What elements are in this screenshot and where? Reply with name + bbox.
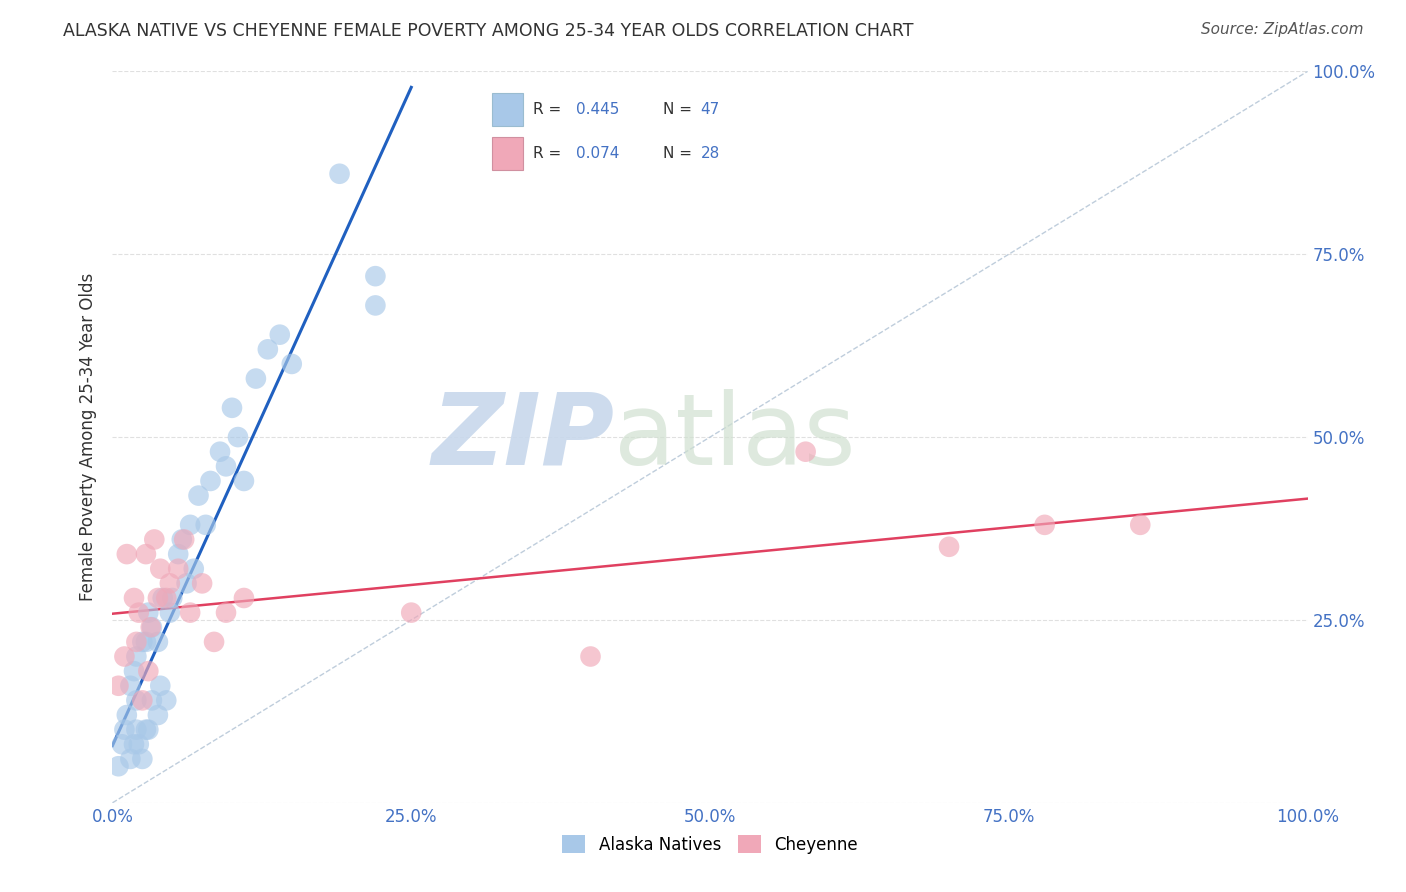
- Point: [1129, 517, 1152, 532]
- Point: [329, 167, 352, 181]
- Point: [125, 649, 148, 664]
- Point: [364, 269, 387, 284]
- Point: [173, 533, 195, 547]
- Point: [191, 576, 214, 591]
- Point: [176, 576, 198, 591]
- Point: [187, 489, 209, 503]
- Point: [146, 708, 169, 723]
- Point: [281, 357, 304, 371]
- Point: [215, 606, 238, 620]
- Point: [401, 606, 423, 620]
- Point: [138, 606, 160, 620]
- Point: [141, 693, 163, 707]
- Point: [107, 759, 129, 773]
- Point: [170, 533, 193, 547]
- Point: [200, 474, 222, 488]
- Point: [131, 752, 153, 766]
- Point: [209, 444, 232, 458]
- Point: [257, 343, 280, 357]
- Point: [226, 430, 249, 444]
- Point: [139, 620, 162, 634]
- Point: [138, 664, 160, 678]
- Point: [138, 723, 160, 737]
- Y-axis label: Female Poverty Among 25-34 Year Olds: Female Poverty Among 25-34 Year Olds: [79, 273, 97, 601]
- Point: [146, 591, 169, 605]
- Point: [162, 591, 183, 605]
- Text: ZIP: ZIP: [432, 389, 614, 485]
- Point: [146, 635, 169, 649]
- Point: [155, 591, 177, 605]
- Point: [364, 298, 387, 312]
- Point: [114, 723, 135, 737]
- Point: [794, 444, 817, 458]
- Point: [111, 737, 134, 751]
- Point: [128, 737, 150, 751]
- Point: [128, 606, 150, 620]
- Point: [120, 679, 142, 693]
- Point: [179, 606, 201, 620]
- Point: [215, 459, 238, 474]
- Point: [122, 664, 145, 678]
- Point: [149, 562, 172, 576]
- Point: [155, 693, 177, 707]
- Point: [114, 649, 135, 664]
- Point: [141, 620, 163, 634]
- Point: [135, 723, 157, 737]
- Point: [115, 547, 138, 561]
- Point: [167, 547, 190, 561]
- Point: [115, 708, 138, 723]
- Point: [131, 635, 153, 649]
- Point: [135, 547, 157, 561]
- Point: [125, 635, 148, 649]
- Point: [167, 562, 190, 576]
- Point: [221, 401, 243, 415]
- Point: [269, 327, 291, 342]
- Text: ALASKA NATIVE VS CHEYENNE FEMALE POVERTY AMONG 25-34 YEAR OLDS CORRELATION CHART: ALASKA NATIVE VS CHEYENNE FEMALE POVERTY…: [63, 22, 914, 40]
- Point: [125, 693, 148, 707]
- Point: [159, 606, 181, 620]
- Point: [122, 737, 145, 751]
- Point: [202, 635, 225, 649]
- Point: [131, 693, 153, 707]
- Point: [233, 591, 256, 605]
- Text: Source: ZipAtlas.com: Source: ZipAtlas.com: [1201, 22, 1364, 37]
- Point: [179, 517, 201, 532]
- Point: [122, 591, 145, 605]
- Point: [194, 517, 217, 532]
- Point: [233, 474, 256, 488]
- Point: [135, 635, 157, 649]
- Point: [149, 679, 172, 693]
- Text: atlas: atlas: [614, 389, 856, 485]
- Point: [143, 533, 166, 547]
- Point: [152, 591, 174, 605]
- Point: [938, 540, 960, 554]
- Point: [579, 649, 602, 664]
- Point: [120, 752, 142, 766]
- Legend: Alaska Natives, Cheyenne: Alaska Natives, Cheyenne: [555, 829, 865, 860]
- Point: [183, 562, 205, 576]
- Point: [125, 723, 148, 737]
- Point: [159, 576, 181, 591]
- Point: [107, 679, 129, 693]
- Point: [1033, 517, 1056, 532]
- Point: [245, 371, 267, 385]
